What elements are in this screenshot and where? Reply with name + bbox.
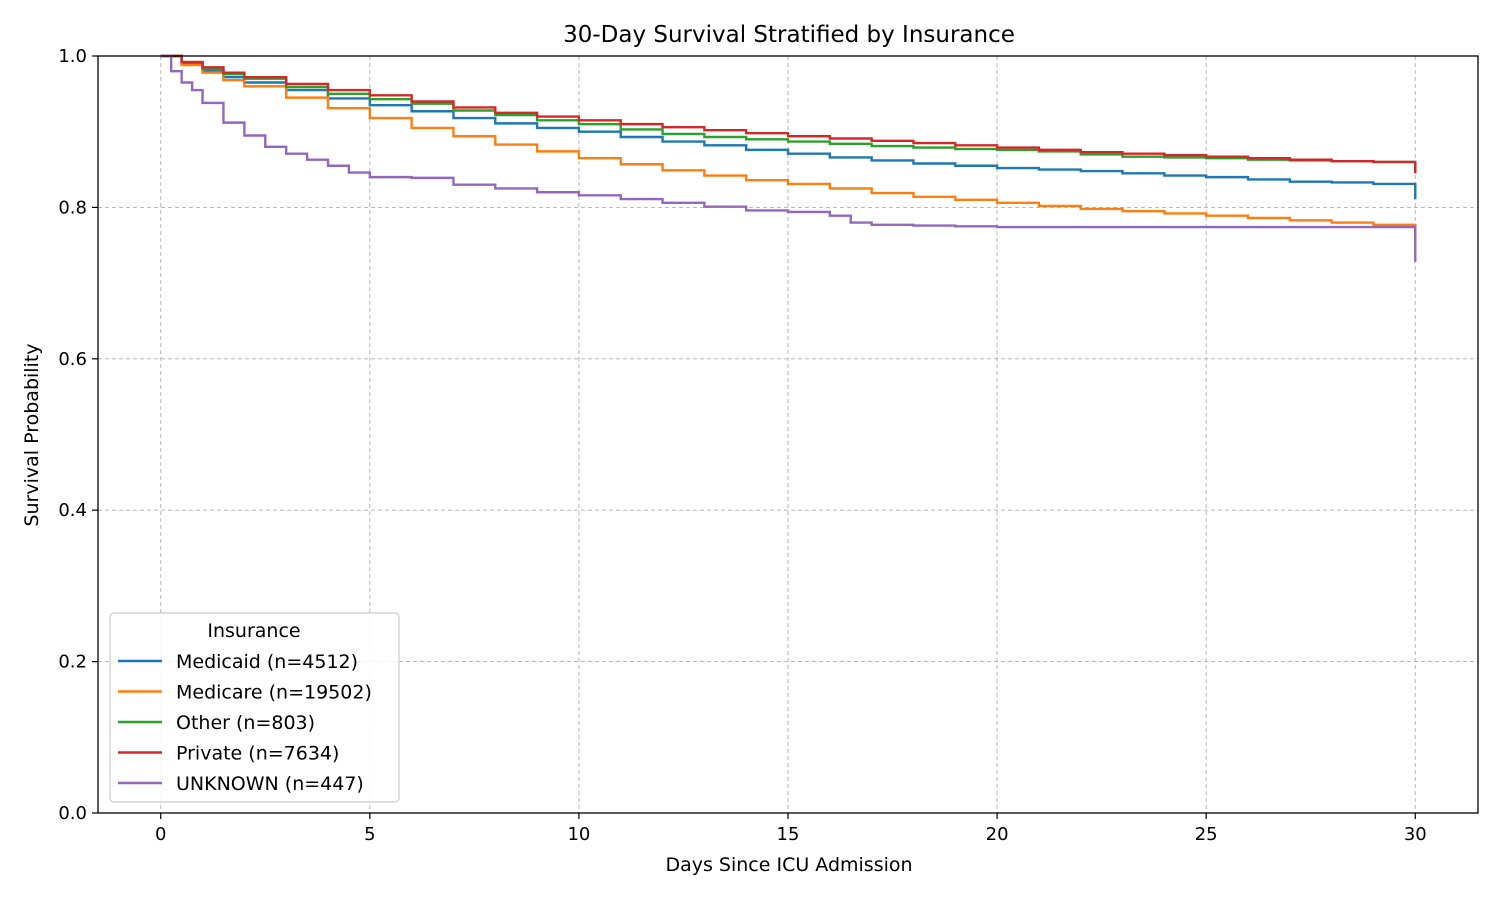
x-tick-label: 30 [1404,824,1427,845]
y-axis-label: Survival Probability [21,343,43,526]
y-ticks: 0.0 0.2 0.4 0.6 0.8 1.0 [58,46,98,824]
y-tick-label: 0.0 [58,803,87,824]
legend-entry-4: UNKNOWN (n=447) [176,773,364,795]
series-line-3 [160,54,1417,174]
x-tick-label: 0 [155,824,166,845]
series-line-0 [160,54,1417,200]
series-line-4 [160,54,1417,262]
x-ticks: 0 5 10 15 20 25 30 [155,813,1427,845]
legend-entry-3: Private (n=7634) [176,743,339,765]
y-tick-label: 0.4 [58,500,87,521]
legend-items: Medicaid (n=4512) Medicare (n=19502) Other… [118,651,372,795]
series-lines [160,54,1417,262]
y-tick-label: 0.8 [58,197,87,218]
y-tick-label: 0.2 [58,652,87,673]
chart-title: 30-Day Survival Stratified by Insurance [563,22,1015,48]
y-tick-label: 1.0 [58,46,87,67]
y-tick-label: 0.6 [58,349,87,370]
x-axis-label: Days Since ICU Admission [665,854,912,876]
x-tick-label: 15 [777,824,800,845]
legend-entry-1: Medicare (n=19502) [176,682,372,704]
legend: Insurance Medicaid (n=4512) Medicare (n=1… [109,612,400,803]
x-tick-label: 5 [364,824,375,845]
x-tick-label: 10 [567,824,590,845]
series-line-1 [160,54,1417,240]
legend-entry-2: Other (n=803) [176,712,315,734]
grid [98,55,1478,814]
legend-box [109,612,400,803]
x-tick-label: 20 [986,824,1009,845]
legend-entry-0: Medicaid (n=4512) [176,651,358,673]
x-tick-label: 25 [1195,824,1218,845]
legend-title: Insurance [207,620,300,642]
